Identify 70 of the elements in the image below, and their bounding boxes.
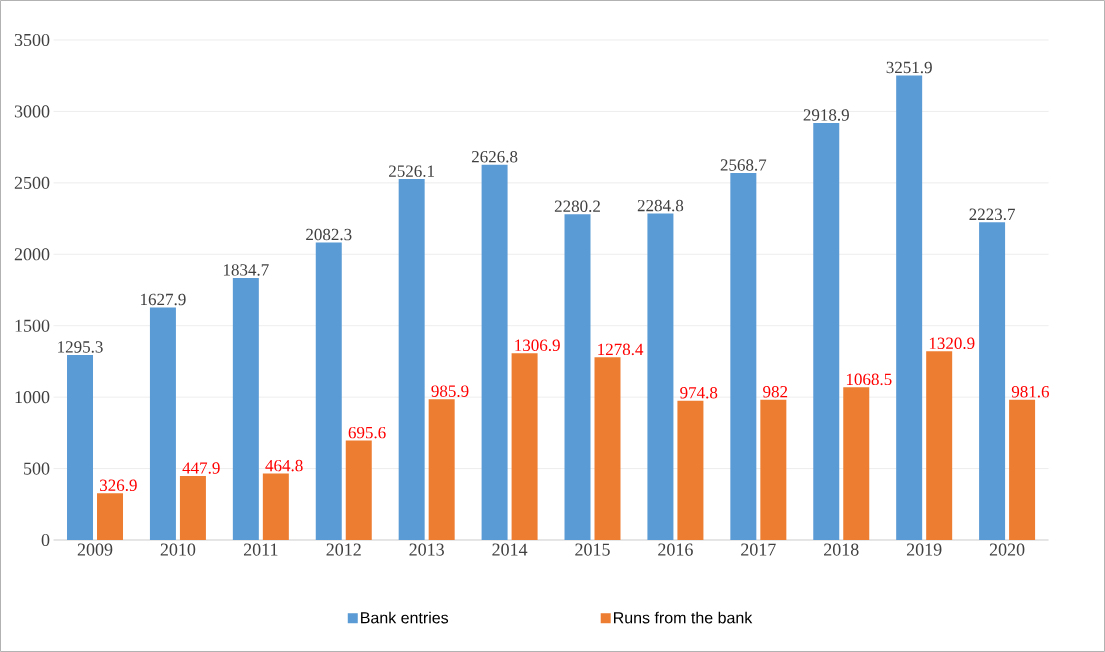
- y-tick-label: 3000: [14, 105, 50, 118]
- bar: [926, 351, 953, 540]
- data-label: 974.8: [680, 386, 718, 399]
- bar: [149, 307, 176, 540]
- bar: [398, 179, 425, 540]
- x-tick-label: 2018: [824, 543, 859, 556]
- bar: [1009, 399, 1036, 540]
- data-label: 1278.4: [598, 343, 644, 356]
- data-label: 2280.2: [554, 200, 600, 213]
- data-label: 982: [763, 386, 788, 398]
- legend-label: Bank entries: [361, 611, 449, 624]
- data-label: 447.9: [182, 462, 220, 474]
- x-tick-label: 2009: [77, 543, 113, 556]
- bar: [345, 440, 372, 540]
- x-tick-label: 2011: [243, 543, 278, 556]
- y-tick-label: 2000: [14, 248, 50, 261]
- data-label: 464.8: [265, 459, 303, 472]
- bar: [979, 222, 1006, 540]
- bar: [677, 400, 704, 540]
- x-tick-label: 2015: [575, 543, 610, 556]
- bar: [481, 164, 508, 540]
- bar: [315, 242, 342, 540]
- legend-label: Runs from the bank: [614, 611, 753, 624]
- x-tick-label: 2010: [160, 543, 196, 556]
- x-tick-label: 2020: [989, 543, 1025, 556]
- bar: [647, 213, 674, 540]
- bar: [262, 473, 289, 540]
- y-tick-label: 0: [41, 533, 50, 547]
- bar: [813, 123, 840, 540]
- bar: [594, 357, 621, 540]
- y-tick-label: 1000: [15, 391, 50, 404]
- data-label: 2918.9: [803, 109, 849, 121]
- bar: [564, 214, 591, 540]
- data-label: 1627.9: [141, 293, 186, 306]
- data-label: 695.6: [348, 426, 386, 439]
- data-label: 1068.5: [846, 373, 892, 386]
- data-label: 2082.3: [306, 228, 352, 241]
- data-label: 2626.8: [471, 150, 518, 163]
- data-label: 326.9: [100, 479, 137, 492]
- data-label: 1320.9: [929, 337, 975, 350]
- data-label: 1295.3: [58, 341, 103, 353]
- bar: [511, 353, 538, 540]
- x-tick-label: 2013: [409, 543, 444, 556]
- y-tick-label: 500: [24, 462, 50, 475]
- x-tick-label: 2019: [906, 543, 942, 556]
- data-label: 985.9: [431, 385, 469, 397]
- y-tick-label: 2500: [14, 176, 50, 189]
- bar: [428, 399, 455, 540]
- bar: [179, 476, 206, 540]
- bar: [97, 493, 124, 540]
- data-label: 2526.1: [389, 165, 435, 177]
- bar: [232, 277, 259, 540]
- x-tick-label: 2014: [492, 543, 528, 556]
- bar: [730, 173, 757, 540]
- data-label: 2284.8: [637, 199, 684, 212]
- bar: [843, 387, 870, 540]
- x-tick-label: 2016: [658, 543, 693, 556]
- bar: [67, 354, 94, 540]
- x-tick-label: 2012: [326, 543, 361, 556]
- data-label: 1306.9: [515, 339, 560, 352]
- data-label: 1834.7: [223, 264, 269, 276]
- y-tick-label: 3500: [14, 33, 50, 47]
- bar: [896, 75, 923, 540]
- data-label: 981.6: [1011, 386, 1050, 398]
- data-label: 3251.9: [886, 61, 932, 74]
- x-tick-label: 2017: [741, 543, 776, 556]
- data-label: 2223.7: [969, 208, 1015, 221]
- y-tick-label: 1500: [15, 319, 50, 332]
- data-label: 2568.7: [720, 159, 767, 171]
- bar: [760, 399, 787, 540]
